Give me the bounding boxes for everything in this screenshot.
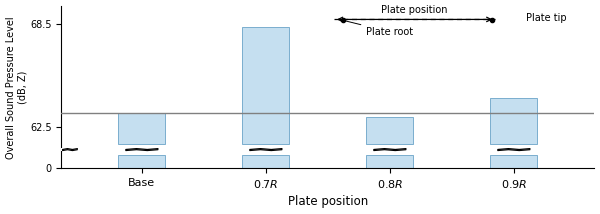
Text: Plate tip: Plate tip [526, 13, 567, 23]
Text: Plate position: Plate position [382, 5, 448, 15]
Y-axis label: Overall Sound Pressure Level
(dB, Z): Overall Sound Pressure Level (dB, Z) [5, 16, 27, 159]
Text: Plate root: Plate root [346, 21, 413, 37]
Bar [245, 148, 287, 151]
Bar [121, 148, 163, 151]
Bar [490, 155, 538, 168]
Bar [118, 155, 166, 168]
Bar [490, 98, 538, 144]
Bar [366, 155, 413, 168]
Bar [60, 148, 80, 151]
Bar [118, 113, 166, 144]
Bar [493, 148, 535, 151]
Bar [369, 148, 411, 151]
Bar [366, 117, 413, 144]
Bar [242, 27, 289, 144]
Bar [242, 155, 289, 168]
X-axis label: Plate position: Plate position [288, 195, 368, 208]
